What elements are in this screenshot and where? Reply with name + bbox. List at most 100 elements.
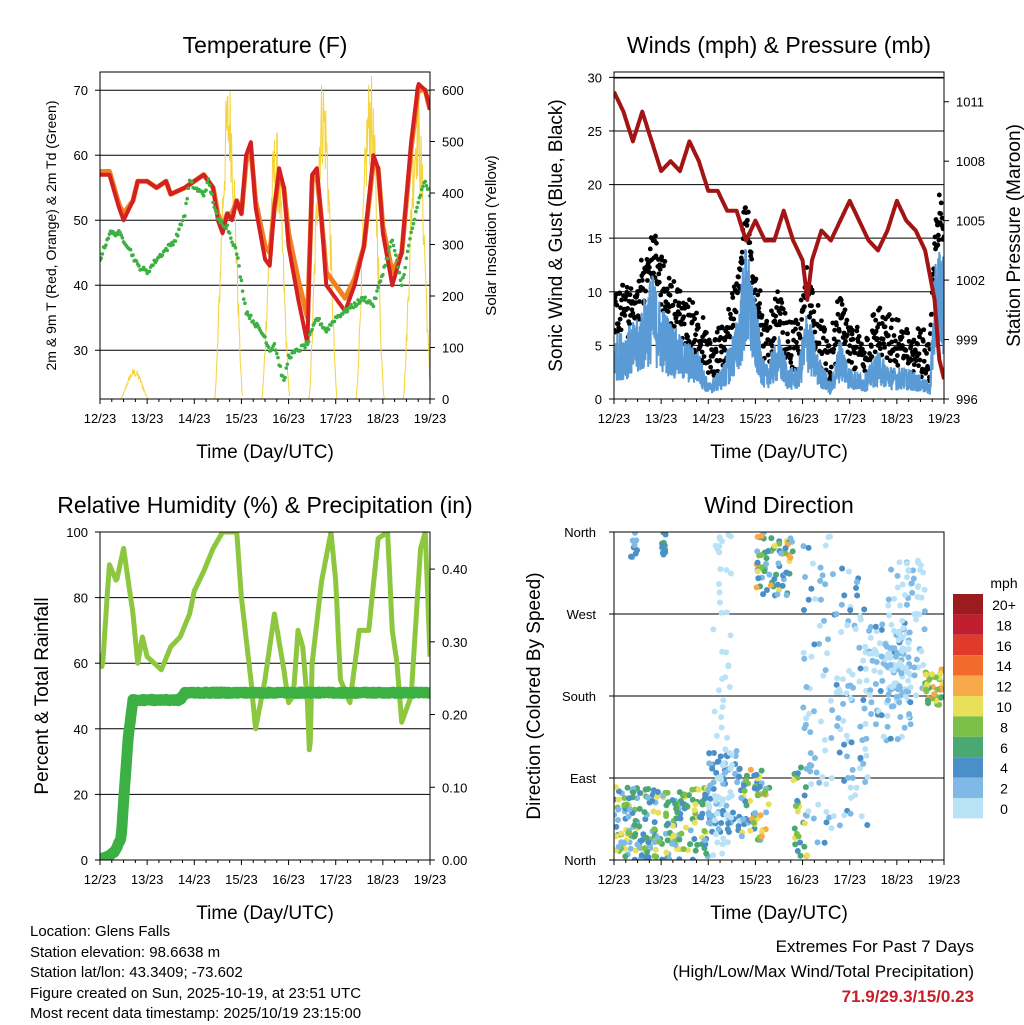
gust-point: [828, 364, 834, 370]
y2-tick-label: 200: [442, 289, 464, 304]
wind-direction-point: [710, 750, 717, 757]
dewpoint-point: [115, 232, 120, 237]
gust-point: [815, 303, 821, 308]
gust-point: [869, 354, 875, 360]
gust-point: [936, 237, 942, 243]
gust-point: [893, 359, 899, 364]
wind-direction-point: [856, 644, 863, 651]
legend-swatch: [953, 614, 983, 635]
wind-direction-point: [692, 801, 699, 808]
y-tick-label: 0: [81, 853, 88, 868]
wind-direction-point: [722, 746, 729, 753]
dewpoint-point: [403, 265, 408, 270]
dewpoint-point: [310, 327, 314, 332]
wind-direction-point: [801, 655, 808, 662]
wind-direction-point: [768, 535, 775, 542]
legend-label: 4: [1000, 760, 1008, 776]
gust-point: [798, 325, 804, 331]
gust-point: [941, 216, 944, 221]
gust-point: [913, 358, 919, 363]
gust-point: [645, 278, 650, 283]
extremes-values: 71.9/29.3/15/0.23: [841, 987, 974, 1006]
legend-swatch: [953, 757, 983, 778]
wind-direction-point: [625, 830, 632, 837]
gust-point: [694, 310, 699, 316]
wind-direction-point: [792, 841, 799, 848]
gust-point: [938, 211, 944, 217]
wind-direction-point: [736, 773, 743, 780]
wind-direction-point: [866, 692, 873, 699]
x-tick-label: 14/23: [178, 411, 211, 426]
wind-direction-point: [729, 809, 736, 816]
wind-direction-point: [716, 589, 723, 596]
wind-direction-point: [713, 769, 720, 776]
wind-direction-point: [699, 801, 706, 808]
wind-direction-point: [861, 705, 868, 712]
y-tick-label: 30: [74, 343, 88, 358]
gust-point: [729, 291, 735, 296]
wind-direction-point: [905, 567, 912, 574]
plot-frame: [99, 531, 431, 861]
wind-direction-point: [750, 819, 757, 826]
wind-direction-point: [847, 810, 854, 817]
gust-point: [849, 331, 855, 337]
dewpoint-point: [396, 265, 400, 269]
gust-point: [737, 267, 743, 273]
dewpoint-point: [232, 243, 237, 247]
wind-direction-point: [860, 696, 867, 703]
wind-direction-point: [934, 686, 941, 693]
wind-direction-point: [662, 532, 669, 538]
x-tick-label: 12/23: [84, 872, 117, 887]
wind-direction-point: [884, 712, 891, 719]
y-tick-label: 70: [74, 83, 88, 98]
dewpoint-point: [210, 192, 214, 196]
elevation: Station elevation: 98.6638 m: [30, 943, 221, 961]
wind-direction-point: [726, 684, 733, 691]
wind-direction-point: [676, 836, 683, 843]
dewpoint-point: [408, 237, 412, 241]
wind-direction-point: [887, 662, 894, 669]
gust-point: [935, 232, 941, 238]
gust-point: [618, 327, 624, 333]
wind-direction-point: [634, 795, 641, 802]
wind-direction-point: [877, 688, 884, 695]
dewpoint-point: [392, 248, 397, 253]
wind-direction-point: [847, 695, 854, 702]
gust-point: [880, 336, 886, 342]
gust-point: [681, 321, 687, 327]
wind-direction-point: [789, 548, 796, 555]
y-tick-label: 50: [74, 213, 88, 228]
wind-direction-point: [803, 715, 810, 722]
wind-direction-point: [825, 636, 832, 643]
dewpoint-point: [401, 275, 405, 280]
gust-point: [852, 350, 858, 356]
gust-point: [874, 336, 880, 341]
gust-point: [617, 316, 623, 322]
wind-direction-point: [711, 708, 718, 715]
wind-direction-point: [649, 797, 656, 804]
wind-direction-point: [858, 813, 865, 820]
wind-direction-point: [727, 765, 734, 772]
wind-direction-point: [834, 723, 841, 730]
wind-direction-point: [724, 839, 731, 846]
dewpoint-point: [423, 179, 428, 184]
wind-direction-point: [755, 575, 762, 582]
wind-direction-point: [901, 724, 908, 731]
dewpoint-point: [305, 342, 310, 347]
dewpoint-point: [212, 205, 217, 210]
wind-direction-point: [775, 560, 782, 567]
y2-axis-label: Solar Insolation (Yellow): [483, 155, 500, 315]
wind-direction-point: [849, 766, 856, 773]
wind-direction-point: [717, 773, 724, 780]
recent-timestamp: Most recent data timestamp: 2025/10/19 2…: [30, 1005, 362, 1022]
wind-direction-point: [918, 648, 925, 655]
wind-direction-point: [885, 602, 892, 609]
gust-point: [862, 368, 868, 374]
dewpoint-point: [411, 221, 416, 226]
gust-point: [681, 314, 687, 320]
plot-frame: [613, 71, 945, 400]
wind-direction-point: [758, 532, 765, 539]
x-tick-label: 17/23: [319, 411, 352, 426]
lat-lon: Station lat/lon: 43.3409; -73.602: [30, 964, 243, 981]
gust-point: [647, 246, 653, 252]
